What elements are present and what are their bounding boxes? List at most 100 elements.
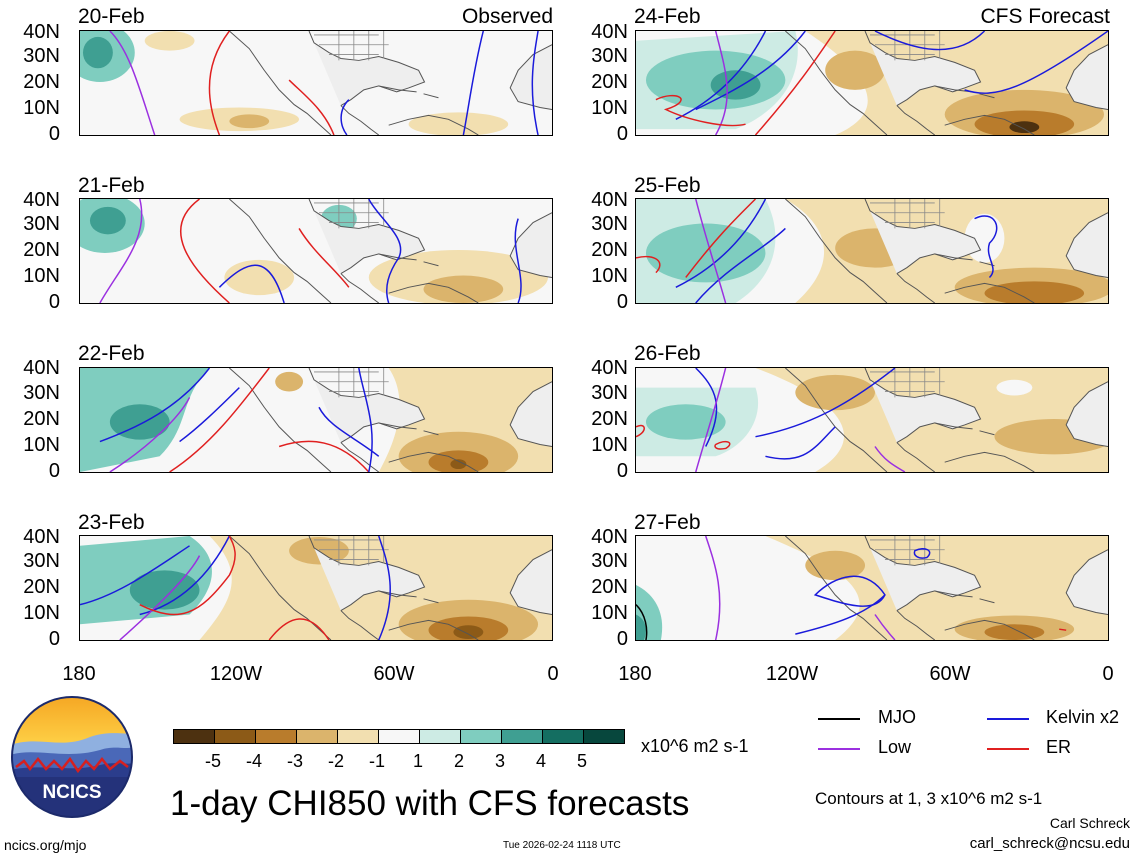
colorbar-tick: -3 bbox=[286, 751, 303, 771]
lat-label: 30N bbox=[23, 45, 60, 67]
colorbar-swatch bbox=[214, 729, 256, 744]
chi850-map bbox=[636, 536, 1108, 640]
lat-label: 30N bbox=[591, 213, 628, 235]
legend-line-low bbox=[818, 748, 860, 750]
panel-date: 22-Feb bbox=[78, 342, 145, 365]
lat-label: 20N bbox=[23, 71, 60, 93]
colorbar-swatch bbox=[255, 729, 297, 744]
lat-label: 0 bbox=[616, 123, 628, 145]
lat-label: 0 bbox=[48, 291, 60, 313]
lat-label: 0 bbox=[616, 460, 628, 482]
colorbar-swatch bbox=[173, 729, 215, 744]
colorbar-swatch bbox=[296, 729, 338, 744]
lat-label: 10N bbox=[591, 434, 628, 456]
lat-label: 0 bbox=[48, 123, 60, 145]
colorbar-tick: 2 bbox=[453, 751, 464, 771]
chi850-map bbox=[80, 368, 552, 472]
panel-date: 20-Feb bbox=[78, 5, 145, 28]
legend-line-mjo bbox=[818, 718, 860, 720]
lat-label: 30N bbox=[23, 382, 60, 404]
lat-label: 20N bbox=[591, 71, 628, 93]
panel-date: 25-Feb bbox=[634, 174, 701, 197]
legend-line-er bbox=[987, 748, 1029, 750]
lat-label: 40N bbox=[591, 189, 628, 211]
lat-label: 20N bbox=[23, 408, 60, 430]
lon-label: 60W bbox=[929, 663, 971, 685]
chi850-map bbox=[80, 536, 552, 640]
lat-label: 20N bbox=[23, 239, 60, 261]
author: Carl Schreck bbox=[1049, 815, 1130, 831]
observed-label: Observed bbox=[461, 5, 553, 28]
lat-label: 40N bbox=[591, 21, 628, 43]
site-link[interactable]: ncics.org/mjo bbox=[4, 837, 87, 853]
colorbar-tick: -4 bbox=[245, 751, 262, 771]
chi850-map bbox=[636, 368, 1108, 472]
panel-date: 21-Feb bbox=[78, 174, 145, 197]
chi850-map bbox=[80, 31, 552, 135]
lat-label: 10N bbox=[591, 265, 628, 287]
lat-label: 40N bbox=[591, 357, 628, 379]
legend-label-er: ER bbox=[1046, 737, 1072, 757]
lat-label: 10N bbox=[23, 434, 60, 456]
lon-label: 120W bbox=[765, 663, 819, 685]
lat-label: 30N bbox=[591, 45, 628, 67]
lat-label: 0 bbox=[616, 291, 628, 313]
colorbar-tick: 5 bbox=[576, 751, 587, 771]
lat-label: 40N bbox=[591, 526, 628, 548]
colorbar-tick: -2 bbox=[327, 751, 344, 771]
panel-date: 27-Feb bbox=[634, 511, 701, 534]
colorbar-tick: -1 bbox=[368, 751, 385, 771]
lat-label: 40N bbox=[23, 189, 60, 211]
lat-label: 40N bbox=[23, 526, 60, 548]
lat-label: 20N bbox=[591, 239, 628, 261]
colorbar-swatch bbox=[542, 729, 584, 744]
chi850-map bbox=[636, 199, 1108, 303]
colorbar-swatch bbox=[583, 729, 625, 744]
colorbar-swatch bbox=[501, 729, 543, 744]
panel-date: 24-Feb bbox=[634, 5, 701, 28]
lat-label: 40N bbox=[23, 21, 60, 43]
timestamp: Tue 2026-02-24 1118 UTC bbox=[503, 840, 621, 851]
lat-label: 30N bbox=[591, 382, 628, 404]
lat-label: 0 bbox=[48, 628, 60, 650]
lon-label: 120W bbox=[209, 663, 263, 685]
colorbar-swatch bbox=[378, 729, 420, 744]
lat-label: 0 bbox=[616, 628, 628, 650]
lon-label: 60W bbox=[373, 663, 415, 685]
lon-label: 180 bbox=[62, 663, 96, 685]
legend-label-mjo: MJO bbox=[878, 707, 916, 727]
panel-date: 23-Feb bbox=[78, 511, 145, 534]
forecast-label: CFS Forecast bbox=[980, 5, 1110, 28]
colorbar-tick: 1 bbox=[412, 751, 423, 771]
ncics-logo-graphic: NCICS bbox=[11, 696, 133, 818]
lat-label: 20N bbox=[591, 408, 628, 430]
chi850-map bbox=[636, 31, 1108, 135]
lat-label: 10N bbox=[23, 97, 60, 119]
lat-label: 30N bbox=[23, 550, 60, 572]
lat-label: 40N bbox=[23, 357, 60, 379]
lat-label: 10N bbox=[591, 97, 628, 119]
contour-note: Contours at 1, 3 x10^6 m2 s-1 bbox=[815, 789, 1043, 808]
colorbar-units: x10^6 m2 s-1 bbox=[641, 736, 749, 756]
colorbar-swatch bbox=[337, 729, 379, 744]
colorbar-swatch bbox=[419, 729, 461, 744]
figure-title: 1-day CHI850 with CFS forecasts bbox=[170, 784, 690, 823]
lat-label: 10N bbox=[591, 602, 628, 624]
lon-label: 0 bbox=[547, 663, 559, 685]
legend-line-kelvin bbox=[987, 718, 1029, 720]
lon-label: 180 bbox=[618, 663, 652, 685]
panel-date: 26-Feb bbox=[634, 342, 701, 365]
lat-label: 0 bbox=[48, 460, 60, 482]
colorbar-swatch bbox=[460, 729, 502, 744]
colorbar-tick: 3 bbox=[494, 751, 505, 771]
legend-label-low: Low bbox=[878, 737, 912, 757]
colorbar-tick: 4 bbox=[535, 751, 546, 771]
colorbar-tick: -5 bbox=[204, 751, 221, 771]
legend-label-kelvin: Kelvin x2 bbox=[1046, 707, 1120, 727]
lat-label: 30N bbox=[591, 550, 628, 572]
lat-label: 20N bbox=[23, 576, 60, 598]
chi850-map bbox=[80, 199, 552, 303]
lat-label: 20N bbox=[591, 576, 628, 598]
lat-label: 10N bbox=[23, 602, 60, 624]
logo-text: NCICS bbox=[42, 782, 101, 803]
